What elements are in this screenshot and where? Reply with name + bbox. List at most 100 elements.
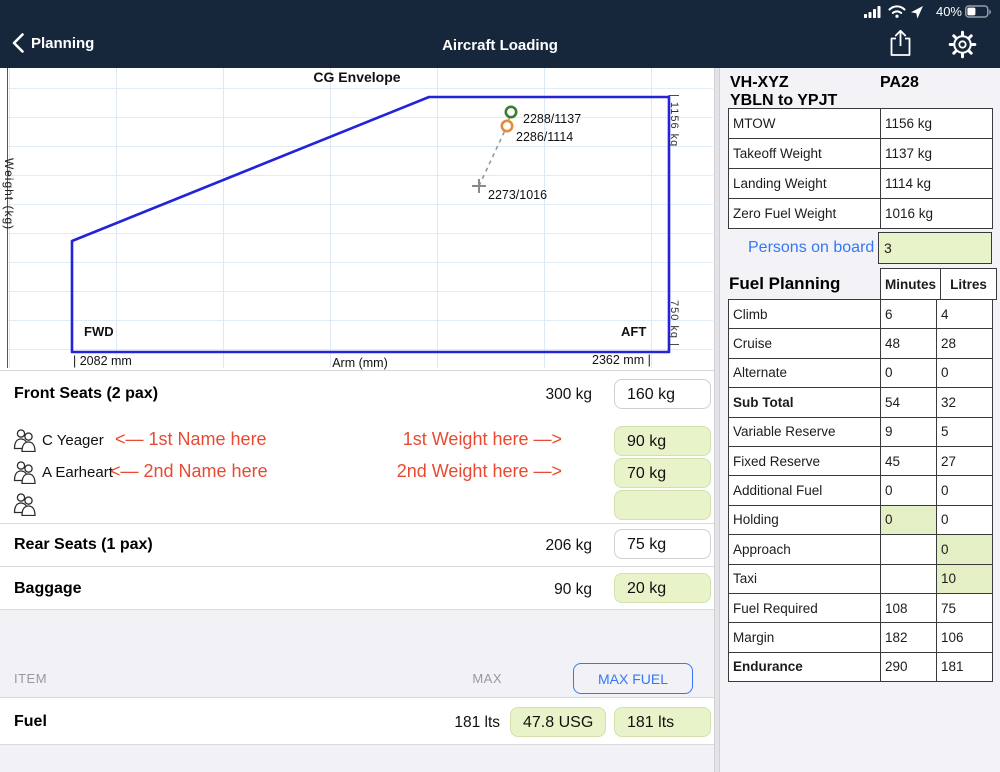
chart-plot-area (7, 68, 713, 368)
landing-point-marker (500, 119, 514, 133)
fuel-row-label: Alternate (728, 357, 881, 389)
item-column-header: ITEM (14, 671, 48, 686)
weight-value: 1114 kg (880, 168, 993, 199)
rear-seats-max: 206 kg (545, 537, 592, 554)
fuel-minutes-cell: 45 (880, 445, 937, 477)
rear-seats-weight-input[interactable]: 75 kg (614, 529, 711, 559)
litres-column-header: Litres (940, 268, 998, 300)
fuel-usg-input[interactable]: 47.8 USG (510, 707, 606, 737)
front-seats-max: 300 kg (545, 386, 592, 403)
route: YBLN to YPJT (730, 92, 838, 109)
fuel-minutes-cell: 48 (880, 328, 937, 359)
fuel-planning-title: Fuel Planning (729, 274, 841, 293)
pax3-weight-input[interactable] (614, 490, 711, 520)
fuel-minutes-cell: 9 (880, 416, 937, 447)
aft-label: AFT (621, 324, 647, 339)
fuel-row-label: Sub Total (728, 387, 881, 418)
fuel-row-label: Margin (728, 622, 881, 653)
front-seats-label: Front Seats (2 pax) (14, 385, 159, 402)
x-min-tick-label: | 2082 mm (73, 354, 132, 368)
fuel-litres-input-cell[interactable]: 10 (936, 563, 993, 594)
fuel-row-label: Cruise (728, 328, 881, 359)
divider (0, 523, 714, 524)
rear-seats-label: Rear Seats (1 pax) (14, 536, 153, 553)
x-max-tick-label: 2362 mm | (592, 353, 651, 367)
fuel-row-label: Approach (728, 534, 881, 565)
split-view-divider[interactable] (714, 68, 720, 772)
weights-table: MTOW 1156 kg Takeoff Weight 1137 kg Land… (728, 108, 993, 229)
fuel-litres-cell: 75 (936, 592, 993, 624)
max-column-header: MAX (472, 671, 502, 686)
share-icon[interactable] (889, 29, 912, 57)
max-fuel-button[interactable]: MAX FUEL (573, 663, 693, 694)
pax1-weight-input[interactable]: 90 kg (614, 426, 711, 456)
table-row: Fixed Reserve 45 27 (728, 445, 993, 477)
fuel-litres-cell: 5 (936, 416, 993, 447)
fuel-minutes-cell: 290 (880, 651, 937, 683)
pax2-name-annotation: <— 2nd Name here (110, 461, 268, 481)
fuel-litres-cell: 28 (936, 328, 993, 359)
settings-gear-icon[interactable] (947, 29, 978, 60)
baggage-label: Baggage (14, 580, 82, 597)
fuel-litres-cell: 0 (936, 504, 993, 536)
table-row: Landing Weight 1114 kg (728, 168, 993, 199)
cellular-signal-icon (864, 6, 881, 18)
back-chevron-icon (12, 33, 24, 53)
fuel-minutes-cell: 6 (880, 298, 937, 330)
fuel-litres-input-cell[interactable]: 0 (936, 534, 993, 565)
baggage-weight-input[interactable]: 20 kg (614, 573, 711, 603)
table-row: Climb 6 4 (728, 298, 993, 330)
fuel-planning-table: Climb 6 4 Cruise 48 28 Alternate 0 0 Sub… (728, 298, 993, 683)
weight-value: 1156 kg (880, 108, 993, 139)
fuel-litres-cell: 4 (936, 298, 993, 330)
weight-value: 1137 kg (880, 138, 993, 169)
fuel-row-label: Endurance (728, 651, 881, 683)
fuel-minutes-cell (880, 563, 937, 594)
fuel-litres-cell: 181 (936, 651, 993, 683)
takeoff-point-marker (504, 105, 518, 119)
divider (0, 744, 714, 745)
table-row: Variable Reserve 9 5 (728, 416, 993, 447)
y-axis-label: Weight (kg) (2, 158, 16, 231)
fuel-litres-cell: 0 (936, 475, 993, 506)
table-row: Additional Fuel 0 0 (728, 475, 993, 506)
battery-icon (965, 5, 991, 18)
front-seats-weight-input[interactable]: 160 kg (614, 379, 711, 409)
fuel-minutes-cell: 108 (880, 592, 937, 624)
fuel-minutes-cell: 0 (880, 475, 937, 506)
table-row: Cruise 48 28 (728, 328, 993, 359)
pax2-weight-annotation: 2nd Weight here —> (396, 461, 562, 481)
fuel-minutes-cell: 182 (880, 622, 937, 653)
takeoff-point-label: 2288/1137 (523, 112, 582, 126)
weight-label: Landing Weight (728, 168, 881, 199)
fuel-lts-input[interactable]: 181 lts (614, 707, 711, 737)
baggage-max: 90 kg (554, 581, 592, 598)
table-row: Zero Fuel Weight 1016 kg (728, 198, 993, 229)
persons-on-board-link[interactable]: Persons on board (748, 239, 875, 256)
fuel-minutes-cell (880, 534, 937, 565)
table-row: Minutes Litres (879, 268, 998, 300)
pax1-weight-annotation: 1st Weight here —> (402, 429, 562, 449)
table-row: Holding 0 0 (728, 504, 993, 536)
persons-on-board-input[interactable]: 3 (878, 232, 992, 264)
flight-summary-panel: VH-XYZ PA28 YBLN to YPJT MTOW 1156 kg Ta… (720, 68, 1000, 772)
fuel-row-label: Additional Fuel (728, 475, 881, 506)
weight-value: 1016 kg (880, 198, 993, 229)
pax2-name[interactable]: A Earheart (42, 464, 113, 481)
x-axis-label: Arm (mm) (332, 356, 388, 370)
divider (0, 566, 714, 567)
fuel-minutes-input-cell[interactable]: 0 (880, 504, 937, 536)
aircraft-type: PA28 (880, 74, 919, 91)
pax2-weight-input[interactable]: 70 kg (614, 458, 711, 488)
fuel-minutes-cell: 0 (880, 357, 937, 389)
fuel-planning-header: Minutes Litres (879, 268, 998, 300)
fuel-row-label: Fuel Required (728, 592, 881, 624)
fuel-row-label: Climb (728, 298, 881, 330)
footer-spacer (0, 745, 714, 772)
pax-icon (13, 493, 36, 516)
fuel-litres-cell: 27 (936, 445, 993, 477)
navigation-bar: 40% Planning Aircraft Loading (0, 0, 1000, 68)
pax1-name[interactable]: C Yeager (42, 432, 104, 449)
back-button[interactable]: Planning (12, 33, 94, 53)
table-row: MTOW 1156 kg (728, 108, 993, 139)
